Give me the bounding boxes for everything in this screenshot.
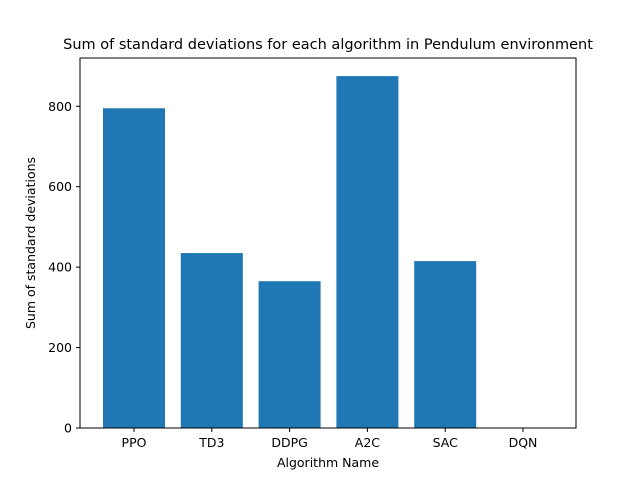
y-axis-ticks: 0 200 400 600 800	[48, 99, 80, 436]
x-tick-label: A2C	[355, 435, 381, 450]
plot-frame	[79, 57, 577, 429]
bars-group	[103, 76, 477, 429]
y-tick-label: 0	[64, 421, 72, 436]
bar-td3	[180, 253, 243, 428]
x-axis-ticks: PPO TD3 DDPG A2C SAC DQN	[122, 428, 538, 450]
bar-a2c	[336, 76, 399, 428]
bar-sac	[414, 261, 477, 428]
chart-title: Sum of standard deviations for each algo…	[63, 37, 593, 53]
y-tick-label: 800	[48, 99, 72, 114]
x-tick-label: SAC	[433, 435, 458, 450]
x-tick-label: TD3	[198, 435, 224, 450]
y-tick-label: 400	[48, 260, 72, 275]
x-tick-label: DDPG	[271, 435, 307, 450]
bar-ddpg	[258, 281, 321, 428]
x-tick-label: DQN	[509, 435, 538, 450]
y-tick-label: 600	[48, 179, 72, 194]
y-axis-label: Sum of standard deviations	[23, 157, 38, 329]
x-axis-label: Algorithm Name	[277, 455, 379, 470]
bar-ppo	[103, 108, 165, 429]
x-tick-label: PPO	[122, 435, 147, 450]
y-tick-label: 200	[48, 340, 72, 355]
